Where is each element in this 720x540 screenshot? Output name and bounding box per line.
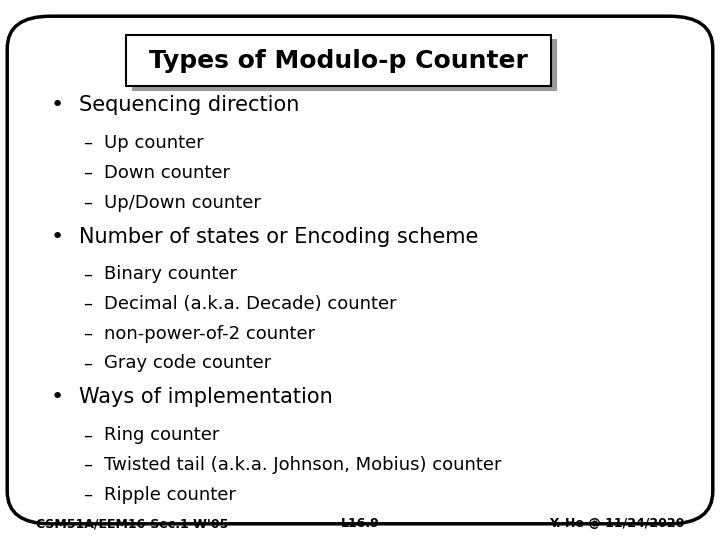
- Text: Twisted tail (a.k.a. Johnson, Mobius) counter: Twisted tail (a.k.a. Johnson, Mobius) co…: [104, 456, 502, 474]
- Text: L16.9: L16.9: [341, 517, 379, 530]
- Text: •: •: [50, 95, 63, 116]
- Text: •: •: [50, 387, 63, 408]
- Text: –: –: [83, 295, 92, 313]
- Text: –: –: [83, 325, 92, 343]
- FancyBboxPatch shape: [126, 35, 551, 86]
- Text: –: –: [83, 265, 92, 284]
- Text: –: –: [83, 354, 92, 373]
- Text: Decimal (a.k.a. Decade) counter: Decimal (a.k.a. Decade) counter: [104, 295, 397, 313]
- FancyBboxPatch shape: [132, 39, 557, 91]
- Text: Types of Modulo-p Counter: Types of Modulo-p Counter: [149, 49, 528, 73]
- Text: –: –: [83, 164, 92, 182]
- Text: Binary counter: Binary counter: [104, 265, 238, 284]
- Text: Ripple counter: Ripple counter: [104, 485, 236, 504]
- Text: Down counter: Down counter: [104, 164, 230, 182]
- Text: Ways of implementation: Ways of implementation: [79, 387, 333, 408]
- Text: non-power-of-2 counter: non-power-of-2 counter: [104, 325, 315, 343]
- Text: –: –: [83, 426, 92, 444]
- Text: CSM51A/EEM16-Sec.1 W'05: CSM51A/EEM16-Sec.1 W'05: [36, 517, 228, 530]
- Text: Y. He @ 11/24/2020: Y. He @ 11/24/2020: [549, 517, 684, 530]
- Text: Gray code counter: Gray code counter: [104, 354, 271, 373]
- Text: Up counter: Up counter: [104, 134, 204, 152]
- Text: Sequencing direction: Sequencing direction: [79, 95, 300, 116]
- FancyBboxPatch shape: [7, 16, 713, 524]
- Text: –: –: [83, 193, 92, 212]
- Text: Ring counter: Ring counter: [104, 426, 220, 444]
- Text: –: –: [83, 485, 92, 504]
- Text: •: •: [50, 226, 63, 247]
- Text: Number of states or Encoding scheme: Number of states or Encoding scheme: [79, 226, 479, 247]
- Text: –: –: [83, 134, 92, 152]
- Text: –: –: [83, 456, 92, 474]
- Text: Up/Down counter: Up/Down counter: [104, 193, 261, 212]
